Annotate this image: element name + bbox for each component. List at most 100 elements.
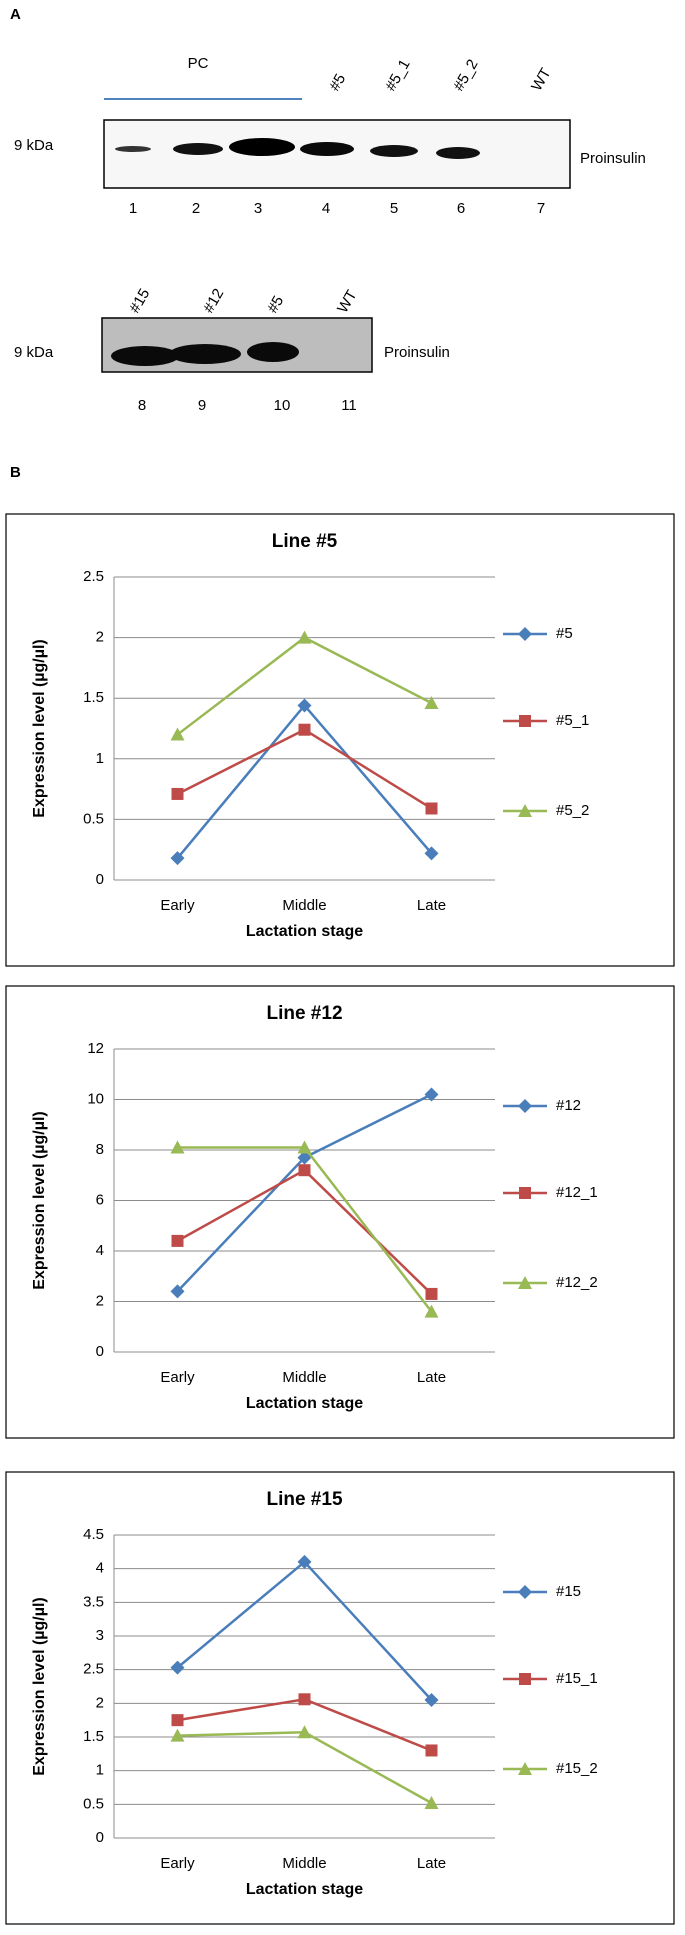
legend-marker	[518, 1099, 532, 1113]
marker	[297, 698, 312, 713]
legend-label: #15_1	[556, 1670, 598, 1687]
chart-frame	[5, 985, 675, 1439]
sample-label: WT	[528, 65, 554, 94]
panel-label: B	[10, 464, 21, 481]
legend-marker	[519, 1187, 531, 1199]
legend-label: #5	[556, 625, 573, 642]
marker	[297, 1140, 312, 1154]
sample-label: #5	[326, 71, 349, 94]
x-tick-label: Middle	[282, 1855, 326, 1872]
sample-label: #5_2	[450, 57, 481, 94]
marker	[297, 1150, 312, 1165]
y-tick-label: 0	[96, 871, 104, 888]
protein-label: Proinsulin	[580, 150, 646, 167]
marker	[170, 1140, 185, 1154]
legend-label: #15_2	[556, 1760, 598, 1777]
y-tick-label: 6	[96, 1191, 104, 1208]
marker	[170, 727, 185, 741]
legend-marker	[519, 715, 531, 727]
x-axis-title: Lactation stage	[246, 1395, 363, 1412]
legend-label: #5_2	[556, 802, 589, 819]
y-axis-title: Expression level (µg/µl)	[31, 1597, 48, 1776]
y-tick-label: 2	[96, 1292, 104, 1309]
y-tick-label: 0.5	[83, 810, 104, 827]
marker	[424, 696, 439, 710]
group-label: PC	[188, 55, 209, 72]
blot-image	[101, 317, 373, 373]
lane-number: 6	[457, 200, 465, 217]
sample-label: #5_1	[382, 57, 413, 94]
marker	[424, 1304, 439, 1318]
y-tick-label: 1	[96, 750, 104, 767]
chart-frame	[5, 513, 675, 967]
lane-number: 1	[129, 200, 137, 217]
marker	[425, 802, 438, 815]
y-tick-label: 4	[96, 1242, 104, 1259]
y-tick-label: 1	[96, 1762, 104, 1779]
y-tick-label: 3	[96, 1627, 104, 1644]
y-tick-label: 0	[96, 1343, 104, 1360]
marker	[425, 1287, 438, 1300]
x-tick-label: Early	[160, 897, 195, 914]
marker	[424, 1087, 439, 1102]
marker	[170, 851, 185, 866]
blot-image	[103, 119, 571, 189]
marker	[297, 1725, 312, 1739]
panel-label: A	[10, 6, 21, 23]
sample-label: #15	[126, 286, 153, 316]
legend-marker	[518, 1276, 532, 1289]
marker	[424, 846, 439, 861]
y-tick-label: 2.5	[83, 1661, 104, 1678]
legend-marker	[518, 804, 532, 817]
x-axis-title: Lactation stage	[246, 923, 363, 940]
y-axis-title: Expression level (µg/µl)	[31, 639, 48, 818]
y-tick-label: 1.5	[83, 689, 104, 706]
marker	[171, 1714, 184, 1727]
legend-marker	[518, 1585, 532, 1599]
y-tick-label: 0	[96, 1829, 104, 1846]
x-tick-label: Late	[417, 897, 446, 914]
y-tick-label: 4.5	[83, 1526, 104, 1543]
marker	[170, 1728, 185, 1742]
lane-number: 8	[138, 397, 146, 414]
y-tick-label: 2	[96, 1694, 104, 1711]
sample-label: #12	[200, 286, 227, 316]
marker	[424, 1795, 439, 1809]
x-tick-label: Middle	[282, 1369, 326, 1386]
y-tick-label: 12	[87, 1040, 104, 1057]
x-tick-label: Early	[160, 1855, 195, 1872]
chart-title: Line #5	[272, 531, 338, 552]
y-axis-title: Expression level (µg/µl)	[31, 1111, 48, 1290]
x-tick-label: Late	[417, 1369, 446, 1386]
chart-title: Line #15	[266, 1489, 342, 1510]
lane-number: 11	[341, 397, 357, 414]
x-tick-label: Late	[417, 1855, 446, 1872]
legend-label: #12_1	[556, 1184, 598, 1201]
marker	[424, 1692, 439, 1707]
lane-number: 7	[537, 200, 545, 217]
sample-label: WT	[334, 287, 360, 316]
protein-label: Proinsulin	[384, 344, 450, 361]
marker	[171, 1234, 184, 1247]
lane-number: 5	[390, 200, 398, 217]
x-axis-title: Lactation stage	[246, 1881, 363, 1898]
legend-label: #5_1	[556, 712, 589, 729]
legend-marker	[519, 1673, 531, 1685]
legend-marker	[518, 1762, 532, 1775]
y-tick-label: 0.5	[83, 1795, 104, 1812]
marker	[298, 1164, 311, 1177]
marker	[170, 1284, 185, 1299]
lane-number: 4	[322, 200, 330, 217]
marker	[298, 1693, 311, 1706]
chart-title: Line #12	[266, 1003, 342, 1024]
legend-label: #12	[556, 1097, 581, 1114]
chart-frame	[5, 1471, 675, 1925]
marker	[170, 1660, 185, 1675]
y-tick-label: 3.5	[83, 1593, 104, 1610]
legend-label: #12_2	[556, 1274, 598, 1291]
lane-number: 9	[198, 397, 206, 414]
lane-number: 3	[254, 200, 262, 217]
size-marker: 9 kDa	[14, 137, 54, 154]
y-tick-label: 2.5	[83, 568, 104, 585]
